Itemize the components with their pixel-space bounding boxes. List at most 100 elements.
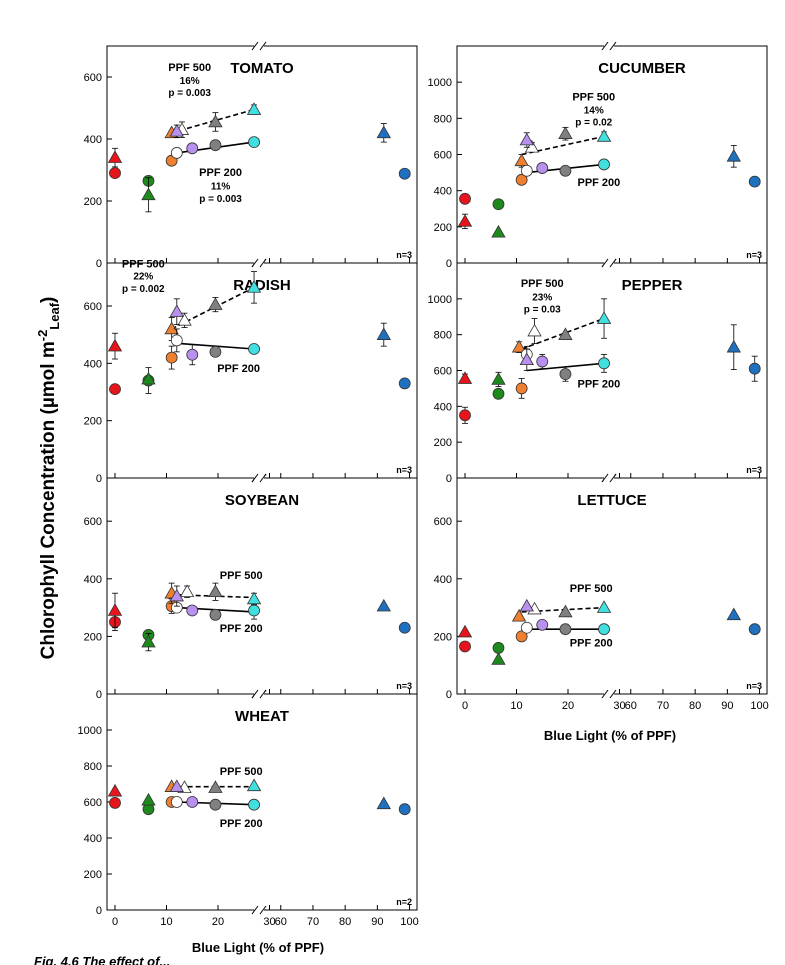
data-point-triangle [558, 327, 573, 340]
panel-frame [106, 45, 418, 264]
data-point-triangle [596, 311, 612, 324]
annotation: PPF 200 [577, 177, 620, 189]
y-tick-label: 800 [434, 330, 452, 342]
data-point-circle [248, 798, 260, 811]
data-point-triangle [376, 598, 391, 612]
x-tick-label: 20 [212, 916, 224, 928]
panel-title: CUCUMBER [598, 60, 686, 77]
annotation: PPF 500 [521, 278, 564, 290]
data-point-triangle [726, 607, 741, 621]
y-tick-label: 400 [434, 574, 452, 586]
y-tick-label: 0 [446, 473, 452, 485]
data-point-circle [515, 173, 528, 186]
panel-title: TOMATO [230, 60, 294, 77]
data-point-triangle [457, 624, 473, 638]
annotation: 16% [180, 76, 200, 87]
data-point-triangle [596, 600, 612, 613]
data-point-circle [459, 640, 471, 653]
data-point-circle [492, 198, 505, 211]
data-point-circle [492, 387, 505, 400]
y-tick-label: 0 [446, 258, 452, 270]
n-label: n=3 [396, 250, 412, 260]
data-point-circle [492, 642, 505, 654]
data-point-triangle [246, 280, 262, 293]
panel-frame [106, 477, 418, 695]
panel-wheat: 0 200 400 600 800 1000 0 10 20 30 60 70 80 90 100 WHEAT… [78, 689, 419, 928]
y-tick-label: 800 [84, 761, 102, 773]
data-point-triangle [558, 604, 573, 618]
data-point-triangle [169, 123, 184, 137]
data-point-triangle [514, 153, 529, 167]
axis-break-gap [254, 906, 264, 914]
panel-title: WHEAT [235, 708, 289, 725]
y-tick-label: 400 [84, 574, 102, 586]
data-point-triangle [107, 603, 123, 616]
panel-title: SOYBEAN [225, 492, 299, 509]
x-tick-label: 60 [625, 700, 637, 712]
y-tick-label: 200 [84, 196, 102, 208]
annotation: 22% [133, 272, 153, 283]
axis-break-mark [259, 905, 267, 915]
n-label: n=2 [396, 897, 412, 907]
annotation: PPF 200 [217, 363, 260, 375]
y-tick-label: 200 [84, 416, 102, 428]
x-tick-label: 60 [275, 916, 287, 928]
x-tick-label: 0 [112, 916, 118, 928]
annotation: PPF 500 [168, 62, 211, 74]
panel-frame [106, 262, 418, 479]
data-point-triangle [169, 779, 184, 792]
panel-title: PEPPER [622, 277, 683, 294]
x-tick-label: 80 [339, 916, 351, 928]
axis-break-mark [609, 258, 617, 268]
axis-break-mark [601, 41, 609, 51]
x-tick-label: 100 [750, 700, 768, 712]
y-tick-label: 1000 [428, 294, 452, 306]
data-point-circle [536, 355, 549, 368]
axis-break-mark [251, 905, 259, 915]
annotation: PPF 200 [570, 637, 613, 649]
data-point-circle [515, 630, 528, 643]
n-label: n=3 [396, 465, 412, 475]
data-point-triangle [558, 126, 573, 139]
data-point-circle [109, 383, 121, 396]
data-point-circle [459, 192, 471, 205]
data-point-circle [186, 142, 199, 155]
data-point-circle [598, 158, 610, 171]
data-point-circle [209, 608, 222, 621]
data-point-triangle [491, 224, 506, 238]
data-point-triangle [208, 584, 223, 598]
annotation: PPF 200 [199, 167, 242, 179]
data-point-circle [186, 604, 199, 617]
data-point-triangle [726, 149, 741, 162]
axis-break-gap [254, 690, 264, 698]
y-tick-label: 600 [84, 301, 102, 313]
y-tick-label: 400 [84, 833, 102, 845]
data-point-triangle [491, 372, 506, 385]
data-point-circle [186, 796, 199, 808]
axis-break-mark [601, 258, 609, 268]
data-point-triangle [457, 214, 473, 227]
data-point-circle [170, 334, 183, 347]
axis-break-mark [259, 258, 267, 268]
axis-break-mark [259, 473, 267, 483]
x-axis-label-right: Blue Light (% of PPF) [544, 728, 676, 743]
annotation: p = 0.003 [199, 194, 242, 205]
annotation: PPF 200 [220, 623, 263, 635]
n-label: n=3 [746, 250, 762, 260]
data-point-circle [209, 798, 222, 811]
data-point-circle [398, 621, 411, 634]
data-point-triangle [164, 321, 179, 335]
data-point-triangle [511, 339, 527, 353]
data-point-triangle [208, 780, 223, 793]
y-tick-label: 600 [84, 72, 102, 84]
x-tick-label: 80 [689, 700, 701, 712]
data-point-circle [536, 618, 549, 631]
data-point-triangle [177, 313, 192, 326]
x-tick-label: 10 [160, 916, 172, 928]
y-tick-label: 600 [84, 516, 102, 528]
panel-cucumber: 0 200 400 600 800 1000 CUCUMBER n=3 PPF 500 14% p … [428, 41, 768, 270]
data-point-triangle [107, 338, 123, 352]
data-point-circle [248, 343, 260, 355]
panel-pepper: 0 200 400 600 800 1000 PEPPER n=3 PPF 500 23%p = … [428, 258, 768, 485]
data-point-circle [170, 147, 183, 159]
